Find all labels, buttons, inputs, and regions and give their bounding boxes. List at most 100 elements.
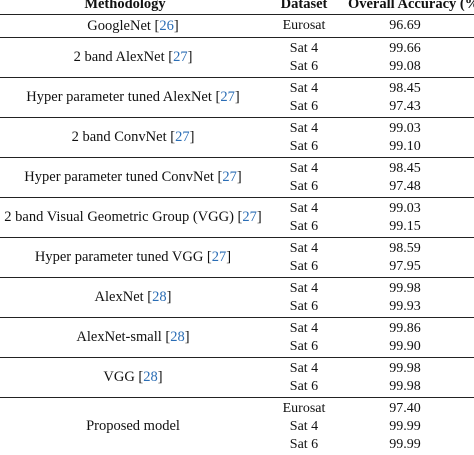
result-line: Sat 4 98.45 xyxy=(0,160,474,178)
citation-bracket: ] xyxy=(226,249,232,265)
accuracy-cell: 99.86 xyxy=(389,321,421,336)
citation-bracket: ] xyxy=(166,289,172,305)
accuracy-cell: 99.98 xyxy=(389,379,421,394)
result-line: Sat 4 99.99 xyxy=(0,418,474,436)
dataset-cell: Sat 4 xyxy=(289,321,319,336)
result-line: Sat 6 97.48 xyxy=(0,178,474,196)
table-row: AlexNet-small [28] Sat 4 99.86 Sat 6 99.90 xyxy=(0,318,474,358)
dataset-cell: Sat 6 xyxy=(289,99,319,114)
methodology-name: Hyper parameter tuned VGG [ xyxy=(34,249,212,265)
accuracy-cell: 99.90 xyxy=(389,339,421,354)
table-row: 2 band AlexNet [27] Sat 4 99.66 Sat 6 99.08 xyxy=(0,38,474,78)
methodology-name: VGG [ xyxy=(103,369,144,385)
table-row: Hyper parameter tuned AlexNet [27] Sat 4 9… xyxy=(0,78,474,118)
result-line: Sat 4 99.03 xyxy=(0,120,474,138)
methodology-cell: 2 band ConvNet [27] xyxy=(0,118,266,157)
accuracy-cell: 96.69 xyxy=(389,18,421,33)
table-row: AlexNet [28] Sat 4 99.98 Sat 6 99.93 xyxy=(0,278,474,318)
methodology-cell: 2 band AlexNet [27] xyxy=(0,38,266,77)
methodology-name: Proposed model xyxy=(86,418,180,434)
methodology-cell: 2 band Visual Geometric Group (VGG) [27] xyxy=(0,198,266,237)
citation-bracket: ] xyxy=(157,369,163,385)
accuracy-cell: 99.66 xyxy=(389,41,421,56)
table-row: GoogleNet [26] Eurosat 96.69 xyxy=(0,15,474,38)
dataset-cell: Sat 6 xyxy=(289,379,319,394)
dataset-cell: Sat 4 xyxy=(289,281,319,296)
citation-bracket: ] xyxy=(256,209,262,225)
citation-bracket: ] xyxy=(234,89,240,105)
accuracy-cell: 98.45 xyxy=(389,161,421,176)
dataset-cell: Sat 6 xyxy=(289,299,319,314)
result-line: Sat 6 97.95 xyxy=(0,258,474,276)
citation-bracket: ] xyxy=(184,329,190,345)
citation-link[interactable]: 28 xyxy=(170,329,185,345)
methodology-cell: Hyper parameter tuned VGG [27] xyxy=(0,238,266,277)
dataset-cell: Sat 4 xyxy=(289,241,319,256)
dataset-cell: Sat 4 xyxy=(289,201,319,216)
result-line: Sat 6 99.90 xyxy=(0,338,474,356)
table-row: VGG [28] Sat 4 99.98 Sat 6 99.98 xyxy=(0,358,474,398)
result-line: Sat 4 98.45 xyxy=(0,80,474,98)
methodology-name: 2 band AlexNet [ xyxy=(73,49,174,65)
methodology-name: 2 band Visual Geometric Group (VGG) [ xyxy=(4,209,243,225)
result-line: Sat 4 99.03 xyxy=(0,200,474,218)
accuracy-cell: 99.93 xyxy=(389,299,421,314)
dataset-cell: Sat 6 xyxy=(289,259,319,274)
header-dataset: Dataset xyxy=(280,0,328,12)
accuracy-cell: 97.48 xyxy=(389,179,421,194)
dataset-cell: Sat 4 xyxy=(289,41,319,56)
methodology-cell: VGG [28] xyxy=(0,358,266,397)
result-line: Sat 4 99.98 xyxy=(0,280,474,298)
result-line: Sat 4 99.86 xyxy=(0,320,474,338)
methodology-name: Hyper parameter tuned AlexNet [ xyxy=(26,89,221,105)
citation-link[interactable]: 27 xyxy=(220,89,235,105)
citation-link[interactable]: 28 xyxy=(152,289,167,305)
methodology-cell: Hyper parameter tuned ConvNet [27] xyxy=(0,158,266,197)
table-body: GoogleNet [26] Eurosat 96.69 2 band AlexNet… xyxy=(0,15,474,455)
result-line: Sat 6 97.43 xyxy=(0,98,474,116)
accuracy-cell: 99.99 xyxy=(389,419,421,434)
table-row: Hyper parameter tuned ConvNet [27] Sat 4 9… xyxy=(0,158,474,198)
accuracy-cell: 98.59 xyxy=(389,241,421,256)
dataset-cell: Sat 6 xyxy=(289,139,319,154)
citation-link[interactable]: 27 xyxy=(242,209,257,225)
result-line: Sat 4 99.98 xyxy=(0,360,474,378)
dataset-cell: Sat 4 xyxy=(289,361,319,376)
accuracy-cell: 98.45 xyxy=(389,81,421,96)
citation-bracket: ] xyxy=(173,17,179,34)
dataset-cell: Sat 6 xyxy=(289,59,319,74)
methodology-name: Hyper parameter tuned ConvNet [ xyxy=(24,169,223,185)
result-line: Sat 6 99.08 xyxy=(0,58,474,76)
citation-link[interactable]: 26 xyxy=(159,17,174,34)
result-line: Eurosat 97.40 xyxy=(0,400,474,418)
citation-link[interactable]: 27 xyxy=(173,49,188,65)
citation-link[interactable]: 27 xyxy=(222,169,237,185)
table-header: Methodology Dataset Overall Accuracy (%) xyxy=(0,0,474,15)
dataset-cell: Sat 6 xyxy=(289,339,319,354)
citation-bracket: ] xyxy=(189,129,195,145)
result-line: Eurosat 96.69 xyxy=(0,17,474,35)
methodology-name: 2 band ConvNet [ xyxy=(71,129,176,145)
accuracy-cell: 99.15 xyxy=(389,219,421,234)
header-methodology: Methodology xyxy=(84,0,166,12)
accuracy-cell: 99.08 xyxy=(389,59,421,74)
result-line: Sat 6 99.10 xyxy=(0,138,474,156)
accuracy-cell: 99.03 xyxy=(389,201,421,216)
header-accuracy: Overall Accuracy (%) xyxy=(347,0,474,12)
dataset-cell: Eurosat xyxy=(282,401,326,416)
dataset-cell: Sat 4 xyxy=(289,121,319,136)
accuracy-cell: 99.98 xyxy=(389,281,421,296)
accuracy-cell: 99.03 xyxy=(389,121,421,136)
table-row: Proposed model Eurosat 97.40 Sat 4 99.99 Sat … xyxy=(0,398,474,455)
result-line: Sat 6 99.93 xyxy=(0,298,474,316)
dataset-cell: Sat 4 xyxy=(289,419,319,434)
methodology-cell: GoogleNet [26] xyxy=(0,15,266,37)
citation-link[interactable]: 27 xyxy=(175,129,190,145)
accuracy-cell: 97.43 xyxy=(389,99,421,114)
table-row: 2 band ConvNet [27] Sat 4 99.03 Sat 6 99.10 xyxy=(0,118,474,158)
methodology-cell: AlexNet-small [28] xyxy=(0,318,266,357)
citation-link[interactable]: 27 xyxy=(211,249,227,265)
citation-link[interactable]: 28 xyxy=(143,369,158,385)
dataset-cell: Sat 6 xyxy=(289,179,319,194)
